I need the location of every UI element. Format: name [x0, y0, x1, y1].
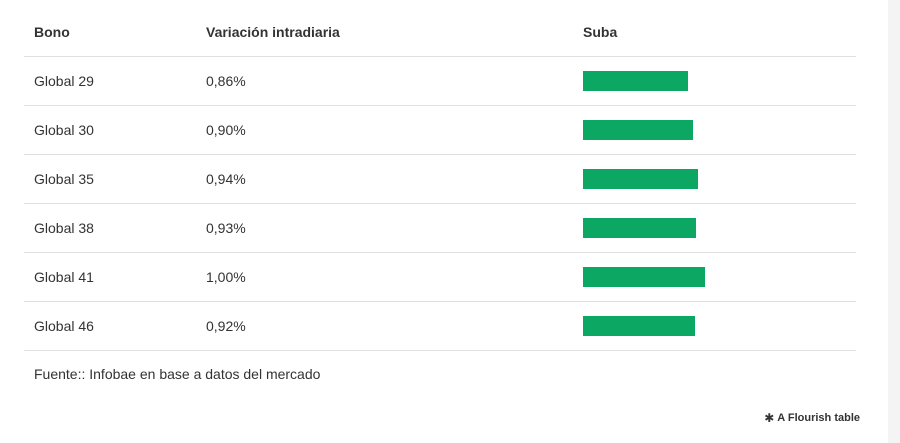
suba-bar	[583, 218, 696, 238]
cell-variacion: 0,92%	[206, 318, 246, 334]
cell-suba	[583, 302, 856, 350]
table-row: Global 35 0,94%	[24, 155, 856, 204]
data-table: Bono Variación intradiaria Suba Global 2…	[24, 8, 856, 351]
cell-suba	[583, 155, 856, 203]
cell-bono: Global 41	[34, 269, 94, 285]
suba-bar	[583, 120, 693, 140]
cell-bono: Global 35	[34, 171, 94, 187]
cell-variacion: 0,94%	[206, 171, 246, 187]
cell-suba	[583, 204, 856, 252]
cell-variacion: 1,00%	[206, 269, 246, 285]
flourish-credit[interactable]: ✱ A Flourish table	[764, 412, 860, 424]
table-header: Bono Variación intradiaria Suba	[24, 8, 856, 57]
cell-bono: Global 46	[34, 318, 94, 334]
cell-bono: Global 30	[34, 122, 94, 138]
suba-bar	[583, 71, 688, 91]
cell-bono: Global 29	[34, 73, 94, 89]
table-row: Global 30 0,90%	[24, 106, 856, 155]
cell-variacion: 0,90%	[206, 122, 246, 138]
flourish-star-icon: ✱	[764, 411, 775, 425]
table-row: Global 41 1,00%	[24, 253, 856, 302]
cell-suba	[583, 253, 856, 301]
header-bono: Bono	[34, 24, 70, 40]
header-suba-label: Suba	[583, 24, 618, 40]
table-row: Global 46 0,92%	[24, 302, 856, 351]
table-row: Global 29 0,86%	[24, 57, 856, 106]
side-strip	[888, 0, 900, 443]
suba-bar	[583, 267, 705, 287]
header-variacion: Variación intradiaria	[206, 24, 340, 40]
credit-label: A Flourish table	[777, 412, 860, 424]
cell-suba	[583, 57, 856, 105]
cell-bono: Global 38	[34, 220, 94, 236]
table-body: Global 29 0,86% Global 30 0,90% Global 35 0,9…	[24, 57, 856, 351]
header-suba: Suba	[583, 8, 856, 56]
cell-variacion: 0,93%	[206, 220, 246, 236]
cell-suba	[583, 106, 856, 154]
suba-bar	[583, 316, 695, 336]
suba-bar	[583, 169, 698, 189]
cell-variacion: 0,86%	[206, 73, 246, 89]
table-row: Global 38 0,93%	[24, 204, 856, 253]
source-note: Fuente:: Infobae en base a datos del mer…	[34, 366, 321, 382]
